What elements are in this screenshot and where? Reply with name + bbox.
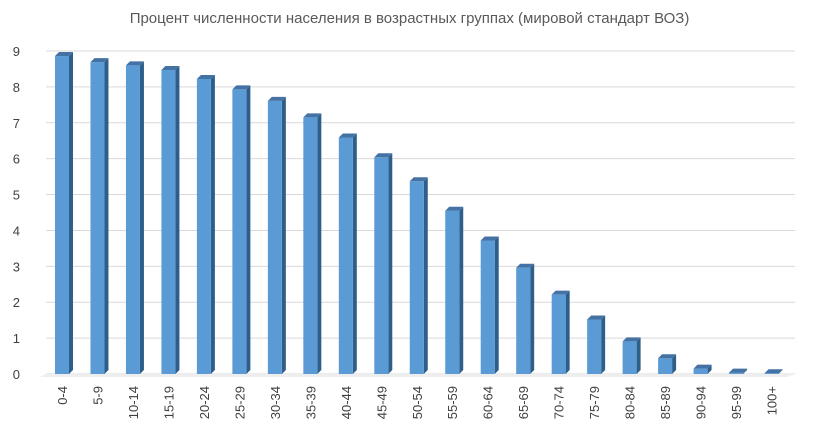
- x-tick-label: 65-69: [516, 386, 531, 419]
- bar: [693, 368, 708, 374]
- bar-top: [409, 177, 428, 182]
- bar-top: [658, 354, 677, 359]
- x-tick-label: 85-89: [658, 386, 673, 419]
- y-tick-label: 1: [13, 331, 20, 346]
- bar-side: [565, 290, 570, 374]
- bar: [267, 100, 282, 374]
- x-tick-label: 50-54: [410, 386, 425, 419]
- y-tick-label: 9: [13, 44, 20, 59]
- bar-top: [516, 263, 535, 268]
- y-tick-label: 8: [13, 80, 20, 95]
- x-tick-label: 95-99: [729, 386, 744, 419]
- bar: [90, 62, 105, 375]
- bar-top: [587, 315, 606, 320]
- bar: [587, 319, 602, 374]
- y-tick-label: 0: [13, 367, 20, 382]
- bar-top: [480, 236, 499, 241]
- bar-side: [530, 263, 535, 374]
- bar-side: [743, 368, 748, 374]
- bar-side: [317, 113, 322, 375]
- bar: [374, 157, 389, 374]
- y-tick-label: 2: [13, 295, 20, 310]
- bar: [338, 137, 353, 374]
- bar-side: [104, 58, 109, 375]
- x-tick-label: 100+: [765, 386, 780, 415]
- bar-side: [423, 177, 428, 374]
- bar: [232, 89, 247, 374]
- bar-top: [125, 61, 144, 66]
- x-tick-label: 75-79: [587, 386, 602, 419]
- y-tick-label: 4: [13, 223, 20, 238]
- bar-top: [267, 96, 286, 101]
- x-tick-label: 70-74: [552, 386, 567, 419]
- y-tick-label: 7: [13, 116, 20, 131]
- bar-top: [90, 58, 109, 63]
- bar-side: [494, 236, 499, 374]
- bar: [729, 372, 744, 374]
- x-tick-label: 40-44: [339, 386, 354, 419]
- bar-side: [246, 85, 251, 374]
- bar: [196, 78, 211, 374]
- bar-side: [139, 61, 144, 374]
- chart-title: Процент численности населения в возрастн…: [129, 10, 690, 27]
- x-tick-label: 5-9: [90, 386, 105, 405]
- bar-top: [232, 85, 251, 90]
- y-tick-label: 3: [13, 259, 20, 274]
- bar: [480, 240, 495, 374]
- bar-side: [281, 96, 286, 374]
- bar-side: [636, 337, 641, 374]
- bar: [551, 294, 566, 374]
- bar-side: [778, 369, 783, 374]
- bar-side: [601, 315, 606, 374]
- bar-top: [622, 337, 641, 342]
- x-tick-label: 35-39: [303, 386, 318, 419]
- bar: [303, 117, 318, 375]
- bar-top: [551, 290, 570, 295]
- bar: [409, 181, 424, 374]
- x-tick-label: 60-64: [481, 386, 496, 419]
- bar-top: [693, 364, 712, 369]
- bar-side: [352, 133, 357, 374]
- y-tick-label: 6: [13, 152, 20, 167]
- bar-side: [210, 74, 215, 374]
- x-tick-label: 55-59: [445, 386, 460, 419]
- x-tick-label: 20-24: [197, 386, 212, 419]
- bar-top: [764, 369, 783, 374]
- bar-top: [729, 368, 748, 373]
- chart-floor: [40, 374, 795, 377]
- bar: [445, 210, 460, 374]
- y-tick-label: 5: [13, 188, 20, 203]
- bar-top: [161, 66, 180, 71]
- bar-side: [707, 364, 712, 374]
- x-tick-label: 80-84: [623, 386, 638, 419]
- x-tick-label: 90-94: [694, 386, 709, 419]
- bar-top: [445, 206, 464, 211]
- x-tick-label: 10-14: [126, 386, 141, 419]
- bar: [125, 65, 140, 374]
- bar: [622, 341, 637, 374]
- bar-side: [175, 66, 180, 374]
- bar-top: [55, 52, 73, 57]
- x-tick-label: 30-34: [268, 386, 283, 419]
- bar-top: [338, 133, 357, 138]
- bar-side: [388, 153, 393, 374]
- bar-side: [672, 354, 677, 374]
- x-tick-label: 45-49: [374, 386, 389, 419]
- bar: [658, 358, 673, 374]
- bar: [516, 267, 531, 374]
- x-tick-label: 25-29: [232, 386, 247, 419]
- bar: [55, 56, 69, 374]
- bar-top: [303, 113, 322, 118]
- bar-top: [374, 153, 393, 158]
- bar-side: [459, 206, 464, 374]
- bar-top: [196, 74, 215, 79]
- bar: [764, 373, 779, 374]
- bar: [161, 70, 176, 374]
- x-tick-label: 0-4: [55, 386, 70, 405]
- bar-side: [69, 52, 73, 374]
- x-tick-label: 15-19: [161, 386, 176, 419]
